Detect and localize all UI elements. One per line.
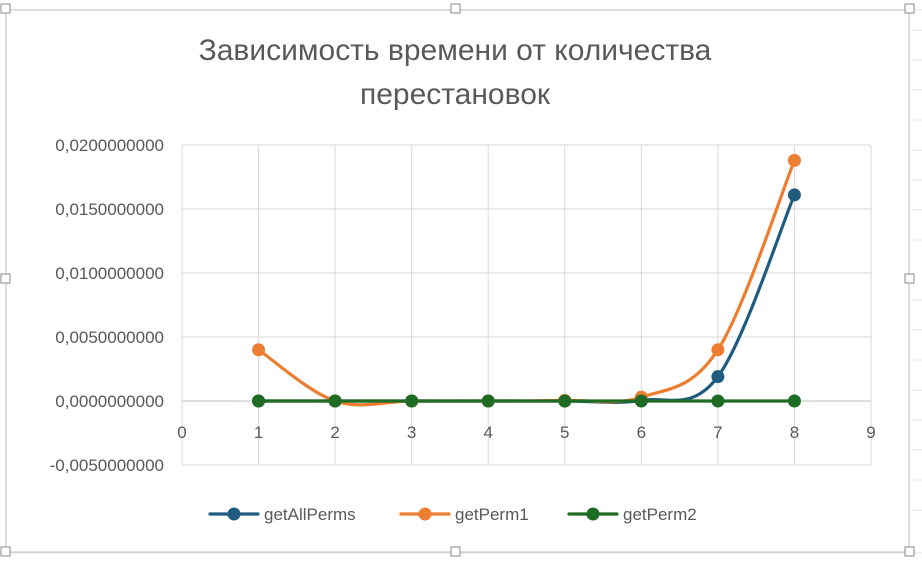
x-tick-label: 9 [866, 423, 875, 442]
resize-handle-top-left[interactable] [0, 3, 11, 14]
legend-label: getAllPerms [264, 505, 356, 524]
data-point-getAllPerms [787, 188, 801, 202]
x-tick-label: 3 [407, 423, 416, 442]
resize-handles[interactable] [0, 3, 915, 557]
legend-label: getPerm2 [623, 505, 697, 524]
data-point-getPerm1 [711, 343, 725, 357]
x-tick-label: 7 [713, 423, 722, 442]
resize-handle-top-right[interactable] [904, 3, 915, 14]
x-axis-tick-labels: 0 1 2 3 4 5 6 7 8 9 [177, 423, 875, 442]
y-tick-label: 0,0050000000 [55, 328, 164, 347]
data-point-getPerm2 [787, 394, 801, 408]
data-point-getPerm1 [787, 153, 801, 167]
y-tick-label: -0,0050000000 [50, 456, 164, 475]
legend: getAllPerms getPerm1 getPerm2 [208, 505, 697, 524]
legend-label: getPerm1 [455, 505, 529, 524]
chart-frame[interactable] [5, 9, 910, 553]
legend-swatch-marker [418, 507, 432, 521]
series-points [252, 153, 801, 408]
resize-handle-bottom-center[interactable] [450, 546, 461, 557]
y-axis-tick-labels: -0,0050000000 0,0000000000 0,0050000000 0,0… [50, 136, 164, 475]
legend-swatch-marker [227, 507, 241, 521]
resize-handle-middle-left[interactable] [0, 273, 11, 284]
data-point-getPerm2 [558, 394, 572, 408]
data-point-getPerm2 [481, 394, 495, 408]
x-tick-label: 4 [483, 423, 492, 442]
resize-handle-top-center[interactable] [450, 3, 461, 14]
x-tick-label: 1 [254, 423, 263, 442]
chart-title-line-2: перестановок [360, 78, 551, 111]
resize-handle-middle-right[interactable] [904, 273, 915, 284]
x-tick-label: 5 [560, 423, 569, 442]
resize-handle-bottom-right[interactable] [904, 546, 915, 557]
x-tick-label: 2 [330, 423, 339, 442]
legend-swatch-marker [586, 507, 600, 521]
data-point-getPerm1 [252, 343, 266, 357]
chart-title-line-1: Зависимость времени от количества [199, 34, 712, 67]
data-point-getAllPerms [711, 370, 725, 384]
data-point-getPerm2 [252, 394, 266, 408]
x-tick-label: 8 [790, 423, 799, 442]
x-tick-label: 6 [637, 423, 646, 442]
data-point-getPerm2 [405, 394, 419, 408]
x-tick-label: 0 [177, 423, 186, 442]
y-tick-label: 0,0200000000 [55, 136, 164, 155]
y-tick-label: 0,0000000000 [55, 392, 164, 411]
y-tick-label: 0,0150000000 [55, 200, 164, 219]
data-point-getPerm2 [634, 394, 648, 408]
resize-handle-bottom-left[interactable] [0, 546, 11, 557]
y-tick-label: 0,0100000000 [55, 264, 164, 283]
data-point-getPerm2 [711, 394, 725, 408]
data-point-getPerm2 [328, 394, 342, 408]
series-lines [256, 158, 797, 407]
